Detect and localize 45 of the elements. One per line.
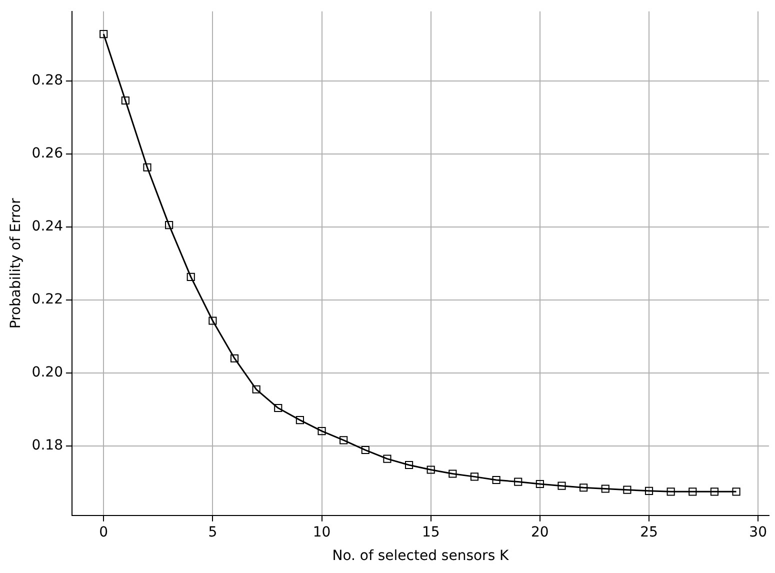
point xyxy=(186,272,195,281)
point xyxy=(710,488,718,496)
point xyxy=(580,484,588,492)
point xyxy=(318,427,326,436)
x-tick-label: 20 xyxy=(531,524,549,540)
point xyxy=(340,436,348,444)
point xyxy=(208,316,217,325)
point xyxy=(100,30,108,38)
point xyxy=(492,476,500,484)
point xyxy=(623,486,632,494)
point xyxy=(404,460,414,470)
point xyxy=(666,488,675,496)
y-tick-label: 0.24 xyxy=(32,218,64,235)
point xyxy=(644,486,654,495)
point xyxy=(426,466,435,474)
y-tick-label: 0.26 xyxy=(32,145,64,162)
y-tick-label: 0.20 xyxy=(32,364,63,381)
y-tick-label: 0.22 xyxy=(32,292,63,308)
point xyxy=(448,470,457,478)
point xyxy=(558,482,566,490)
point xyxy=(143,163,152,172)
point xyxy=(296,416,304,424)
point xyxy=(536,480,544,488)
point xyxy=(688,488,697,496)
point xyxy=(601,484,610,493)
point xyxy=(121,96,130,105)
x-tick-label: 10 xyxy=(312,524,331,540)
y-axis-title: Probability of Error xyxy=(8,198,24,329)
point xyxy=(383,454,392,463)
x-tick-label: 30 xyxy=(749,524,768,540)
point xyxy=(274,404,282,412)
x-tick-label: 5 xyxy=(208,524,218,540)
x-tick-label: 15 xyxy=(422,524,440,540)
point xyxy=(165,221,174,230)
y-tick-label: 0.18 xyxy=(32,438,63,454)
x-tick-label: 25 xyxy=(640,524,658,540)
y-tick-label: 0.28 xyxy=(32,72,63,88)
point xyxy=(514,478,522,486)
point xyxy=(732,488,740,496)
point xyxy=(252,385,260,394)
x-tick-label: 0 xyxy=(99,524,108,540)
x-axis-title: No. of selected sensors K xyxy=(332,548,510,564)
point xyxy=(361,446,370,454)
point xyxy=(470,472,479,481)
point xyxy=(230,354,239,362)
